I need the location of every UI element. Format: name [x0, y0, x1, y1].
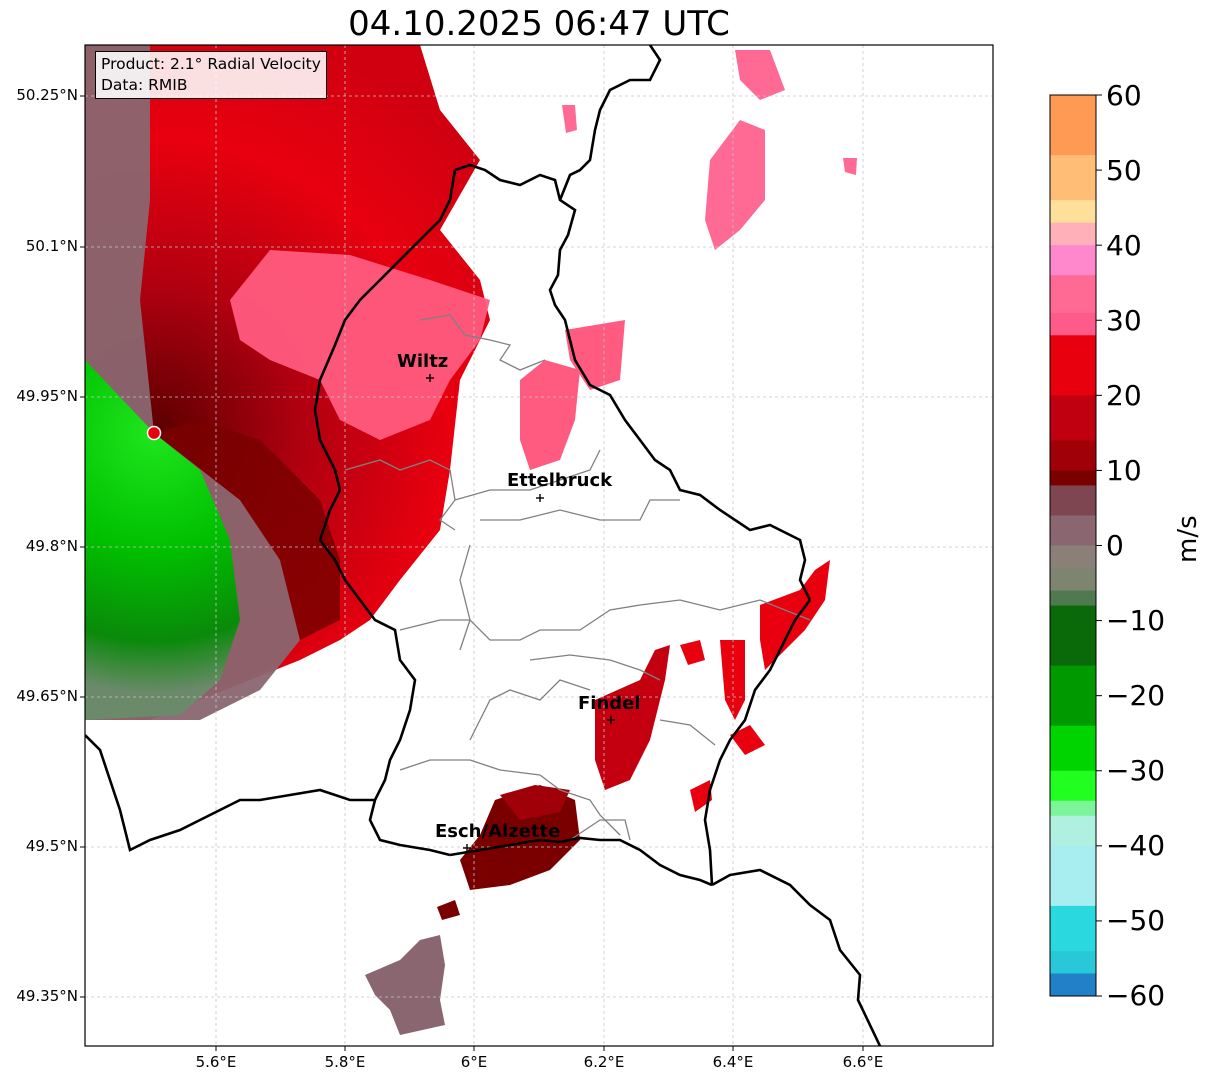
echo-mauve-cell [365, 935, 445, 1035]
colorbar-segment [1050, 485, 1096, 516]
data-source-label: Data: RMIB [101, 76, 188, 94]
colorbar-tick: 30 [1106, 304, 1142, 337]
colorbar-tick: 20 [1106, 379, 1142, 412]
colorbar-segment [1050, 470, 1096, 486]
lat-tick-label: 50.25°N [16, 86, 78, 104]
colorbar-segment [1050, 815, 1096, 847]
colorbar-tick: −40 [1106, 829, 1166, 862]
lon-tick-label: 6°E [460, 1053, 488, 1071]
colorbar-tick: 40 [1106, 229, 1142, 262]
echo-red-cell [680, 640, 705, 665]
echo-pink-cell [565, 320, 625, 390]
echo-red-cell [690, 780, 712, 812]
colorbar [1050, 94, 1102, 997]
city-label-findel: Findel [578, 693, 641, 714]
colorbar-segment [1050, 222, 1096, 246]
lon-tick-label: 5.8°E [324, 1053, 366, 1071]
product-label: Product: 2.1° Radial Velocity [101, 55, 321, 73]
echo-pink-cell [735, 50, 785, 100]
colorbar-frame [1049, 94, 1097, 997]
lon-tick-label: 6.4°E [712, 1053, 754, 1071]
colorbar-tick: −20 [1106, 679, 1166, 712]
plot-frame [84, 44, 994, 1047]
city-label-ettelbruck: Ettelbruck [507, 470, 613, 491]
lat-tick-label: 50.1°N [25, 237, 78, 255]
colorbar-segment [1050, 845, 1096, 907]
city-label-wiltz: Wiltz [397, 351, 449, 372]
national-borders [85, 45, 882, 1046]
radar-site-marker [146, 425, 162, 441]
colorbar-segment [1050, 312, 1096, 336]
lon-tick-label: 6.2°E [583, 1053, 625, 1071]
colorbar-segment [1050, 568, 1096, 592]
lon-tick-label: 6.6°E [842, 1053, 884, 1071]
city-label-esch-alzette: Esch/Alzette [435, 821, 561, 842]
echo-red-cell [595, 645, 670, 790]
colorbar-segment [1050, 335, 1096, 396]
colorbar-segment [1050, 155, 1096, 201]
lat-tick-label: 49.65°N [16, 687, 78, 705]
echo-pink-cell [705, 120, 765, 250]
echo-darkred-cell [437, 900, 460, 920]
colorbar-tick: −10 [1106, 604, 1166, 637]
radar-echoes [85, 45, 857, 1035]
colorbar-segment [1050, 973, 1096, 997]
map-title: 04.10.2025 06:47 UTC [348, 4, 730, 44]
colorbar-segment [1050, 395, 1096, 441]
echo-green-field [85, 360, 240, 720]
lat-tick-label: 49.8°N [25, 537, 78, 555]
colorbar-tick: −60 [1106, 979, 1166, 1012]
tick-marks [80, 95, 864, 1051]
echo-red-cell [730, 725, 765, 755]
colorbar-segment [1050, 515, 1096, 546]
echo-red-cell [760, 560, 830, 670]
echo-pink-core [230, 250, 490, 440]
colorbar-segment [1050, 905, 1096, 952]
city-markers [426, 374, 615, 852]
colorbar-segment [1050, 245, 1096, 276]
echo-darkred-cell [500, 785, 570, 820]
colorbar-tick: 10 [1106, 454, 1142, 487]
colorbar-tick: 0 [1106, 529, 1124, 562]
colorbar-segment [1050, 95, 1096, 156]
colorbar-segment [1050, 275, 1096, 314]
colorbar-segment [1050, 665, 1096, 727]
lat-tick-label: 49.35°N [16, 987, 78, 1005]
colorbar-segment [1050, 545, 1096, 569]
lon-tick-label: 5.6°E [195, 1053, 237, 1071]
colorbar-segment [1050, 200, 1096, 224]
colorbar-segment [1050, 590, 1096, 607]
colorbar-tick: 50 [1106, 154, 1142, 187]
colorbar-segment [1050, 440, 1096, 471]
canton-boundaries [344, 314, 811, 841]
product-info-box: Product: 2.1° Radial Velocity Data: RMIB [95, 51, 327, 99]
colorbar-tick: −30 [1106, 754, 1166, 787]
echo-pink-cell [843, 158, 857, 175]
lat-tick-label: 49.95°N [16, 387, 78, 405]
colorbar-segment [1050, 770, 1096, 802]
echo-pink-cell [520, 360, 580, 470]
colorbar-segment [1050, 725, 1096, 772]
colorbar-tick: −50 [1106, 904, 1166, 937]
colorbar-unit-label: m/s [1173, 515, 1203, 563]
echo-pink-cell [562, 105, 577, 133]
colorbar-segment [1050, 950, 1096, 974]
lat-tick-label: 49.5°N [25, 837, 78, 855]
colorbar-tick: 60 [1106, 79, 1142, 112]
echo-darkred-arc [154, 420, 340, 640]
colorbar-segment [1050, 800, 1096, 817]
colorbar-segment [1050, 605, 1096, 667]
echo-red-cell [720, 640, 745, 720]
